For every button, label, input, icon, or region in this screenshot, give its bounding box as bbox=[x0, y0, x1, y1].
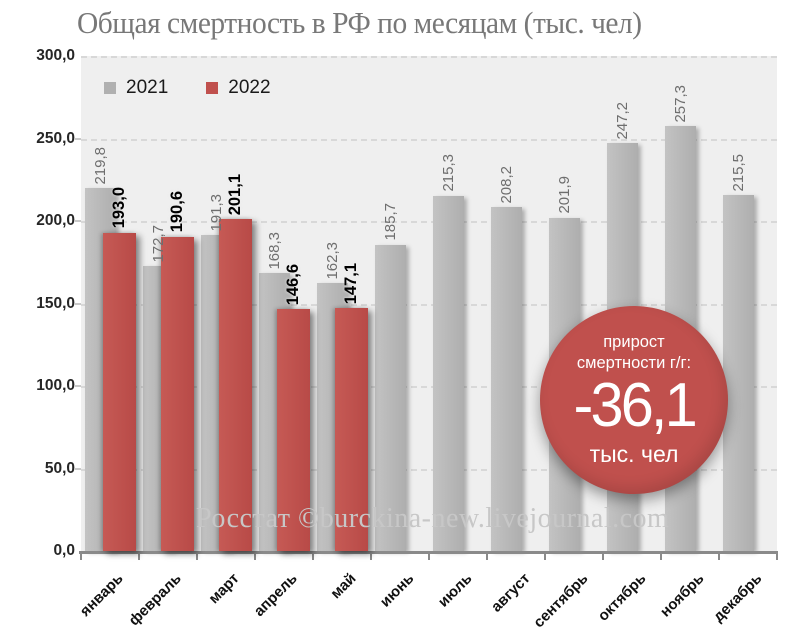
legend-label-2021: 2021 bbox=[126, 77, 169, 98]
gridline-250 bbox=[81, 138, 777, 141]
watermark-text: Росстат ©burckina-new.livejournal.com bbox=[196, 503, 670, 534]
bar-label-2021-июль: 215,3 bbox=[439, 154, 457, 192]
x-axis-tick bbox=[660, 551, 662, 560]
x-axis-label-декабрь: декабрь bbox=[709, 570, 766, 626]
y-tick-mark bbox=[75, 385, 81, 387]
badge-caption: прирост смертности г/г: bbox=[577, 332, 691, 373]
badge-unit: тыс. чел bbox=[589, 441, 679, 468]
annotation-badge: прирост смертности г/г: -36,1 тыс. чел bbox=[540, 306, 728, 494]
bar-2022-май bbox=[335, 308, 368, 551]
badge-caption-line2: смертности г/г: bbox=[576, 353, 692, 372]
chart-legend: 2021 2022 bbox=[104, 77, 299, 99]
bar-label-2021-сентябрь: 201,9 bbox=[555, 176, 573, 214]
x-axis-tick bbox=[312, 551, 314, 560]
bar-2022-март bbox=[219, 219, 252, 551]
y-axis-label: 0,0 bbox=[53, 542, 75, 559]
x-axis-label-ноябрь: ноябрь bbox=[656, 570, 708, 621]
gridline-300 bbox=[81, 56, 777, 58]
y-axis-label: 150,0 bbox=[36, 294, 75, 312]
bar-2021-июнь bbox=[375, 244, 406, 551]
bar-label-2021-июнь: 185,7 bbox=[381, 203, 399, 241]
x-axis-label-март: март bbox=[205, 570, 244, 608]
bar-2022-январь bbox=[103, 232, 136, 551]
y-axis-label: 100,0 bbox=[36, 377, 75, 394]
bar-label-2022-апрель: 146,6 bbox=[283, 263, 302, 306]
legend-swatch-2022 bbox=[206, 82, 219, 94]
bar-2022-апрель bbox=[277, 309, 310, 551]
x-axis-label-июль: июль bbox=[434, 570, 476, 611]
bar-2021-декабрь bbox=[723, 195, 754, 551]
legend-swatch-2021 bbox=[104, 82, 116, 94]
y-tick-mark bbox=[75, 467, 81, 470]
bar-label-2021-апрель: 168,3 bbox=[265, 231, 283, 270]
bar-label-2021-март: 191,3 bbox=[207, 193, 225, 232]
badge-value: -36,1 bbox=[573, 371, 697, 441]
x-axis-tick bbox=[776, 551, 778, 560]
x-axis-label-февраль: февраль bbox=[125, 570, 186, 630]
bar-label-2021-октябрь: 247,2 bbox=[613, 101, 631, 140]
x-axis-label-август: август bbox=[487, 570, 534, 616]
y-axis-label: 50,0 bbox=[44, 459, 75, 477]
chart-title: Общая смертность в РФ по месяцам (тыс. ч… bbox=[77, 5, 642, 40]
bar-label-2021-декабрь: 215,5 bbox=[729, 153, 747, 192]
gridline-50 bbox=[81, 468, 777, 471]
x-axis-tick bbox=[718, 551, 720, 560]
x-axis-tick bbox=[602, 551, 604, 560]
x-axis-tick bbox=[370, 551, 372, 560]
x-axis-tick bbox=[544, 551, 546, 560]
plot-area: 219,8 193,0 172,7 190,6 191,3 201,1 168,3 146,6… bbox=[81, 56, 777, 551]
y-axis-label: 300,0 bbox=[36, 47, 75, 64]
x-axis-tick bbox=[428, 551, 430, 560]
gridline-150 bbox=[81, 303, 777, 306]
x-axis-label-сентябрь: сентябрь bbox=[529, 570, 592, 632]
legend-label-2022: 2022 bbox=[228, 77, 271, 98]
x-axis-tick bbox=[80, 551, 82, 560]
bar-label-2022-март: 201,1 bbox=[225, 173, 244, 216]
y-axis-label: 200,0 bbox=[36, 212, 75, 229]
y-tick-mark bbox=[75, 137, 81, 140]
bar-2021-август bbox=[491, 207, 522, 551]
bar-2022-февраль bbox=[161, 236, 194, 551]
bar-label-2021-февраль: 172,7 bbox=[149, 224, 167, 263]
bar-label-2021-август: 208,2 bbox=[497, 165, 515, 204]
gridline-200 bbox=[81, 221, 777, 223]
bar-label-2021-январь: 219,8 bbox=[91, 146, 109, 185]
bar-label-2021-ноябрь: 257,3 bbox=[671, 84, 689, 123]
bar-label-2022-февраль: 190,6 bbox=[167, 191, 186, 233]
x-axis-tick bbox=[486, 551, 488, 560]
x-axis-label-май: май bbox=[326, 570, 360, 603]
bar-label-2022-май: 147,1 bbox=[341, 263, 360, 305]
y-tick-mark bbox=[75, 220, 81, 222]
y-axis-label: 250,0 bbox=[36, 129, 75, 147]
gridline-100 bbox=[81, 386, 777, 388]
bar-2021-июль bbox=[433, 195, 464, 551]
y-tick-mark bbox=[75, 302, 81, 305]
x-axis-tick bbox=[196, 551, 198, 560]
x-axis-tick bbox=[254, 551, 256, 560]
x-axis-tick bbox=[138, 551, 140, 560]
bar-label-2022-январь: 193,0 bbox=[109, 187, 128, 229]
bar-label-2021-май: 162,3 bbox=[323, 241, 341, 280]
badge-caption-line1: прирост bbox=[603, 332, 665, 351]
x-axis-label-октябрь: октябрь bbox=[594, 570, 650, 625]
x-axis-label-апрель: апрель bbox=[251, 570, 302, 620]
x-axis-label-январь: январь bbox=[77, 570, 128, 620]
x-axis-label-июнь: июнь bbox=[376, 570, 418, 611]
